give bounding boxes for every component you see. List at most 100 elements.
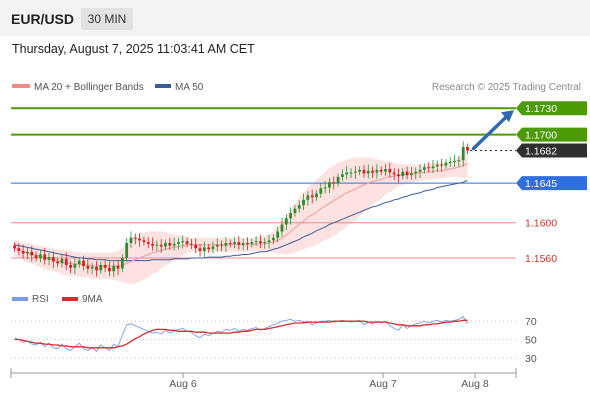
candle-body	[401, 171, 405, 177]
candle-body	[120, 257, 124, 269]
price-plot: 1.1730 1.1700 1.1682 1.1645 1.1600 1.1560	[11, 101, 587, 285]
candle-body	[444, 162, 448, 166]
candle-body	[250, 242, 254, 244]
candle-body	[328, 182, 331, 188]
candle-body	[345, 172, 349, 175]
datetime: Thursday, August 7, 2025 11:03:41 AM CET	[12, 42, 255, 56]
candle-body	[211, 246, 215, 250]
candle-body	[362, 169, 366, 174]
ma20-legend-label: MA 20 + Bollinger Bands	[34, 82, 144, 93]
candle-body	[151, 243, 154, 246]
candle-body	[13, 245, 16, 249]
candle-body	[418, 169, 422, 172]
candle-body	[103, 265, 107, 268]
candle-body	[185, 241, 189, 244]
candle-body	[112, 265, 116, 272]
level-label-1-1730: 1.1730	[525, 103, 557, 115]
level-tag-1-1730	[516, 101, 587, 116]
candle-body	[414, 171, 418, 174]
candle-body	[271, 237, 275, 241]
candle-body	[207, 247, 211, 250]
symbol-title: EUR/USD	[11, 11, 74, 27]
candle-body	[267, 240, 271, 243]
candle-body	[254, 241, 258, 243]
level-tag-1-1700	[516, 127, 587, 142]
ma50-line	[14, 180, 468, 262]
candle-body	[284, 218, 288, 225]
candle-body	[422, 167, 426, 170]
level-label-1-1560: 1.1560	[525, 253, 557, 265]
candle-body	[280, 224, 284, 232]
candle-body	[332, 182, 336, 184]
candle-body	[73, 264, 77, 268]
candle-body	[228, 243, 232, 244]
candle-body	[198, 248, 202, 251]
candle-body	[375, 169, 379, 173]
candle-body	[241, 243, 245, 245]
timeframe-label: 30 MIN	[88, 12, 127, 26]
candle-body	[457, 160, 461, 162]
candle-body	[116, 265, 120, 269]
candle-body	[138, 238, 142, 241]
candle-body	[38, 254, 42, 258]
candle-body	[302, 199, 305, 206]
candle-body	[435, 164, 439, 167]
candle-body	[215, 244, 219, 247]
candle-body	[99, 265, 103, 271]
candle-body	[319, 188, 323, 194]
candle-body	[202, 247, 206, 251]
candle-body	[164, 243, 167, 247]
level-label-1-1682: 1.1682	[525, 146, 557, 158]
candle-body	[246, 243, 249, 244]
candle-body	[289, 213, 293, 219]
candle-body	[310, 195, 314, 198]
candle-body	[315, 193, 318, 198]
candle-body	[220, 244, 223, 246]
candle-body	[17, 248, 21, 251]
candle-body	[371, 170, 374, 173]
candle-body	[56, 261, 60, 264]
candle-body	[21, 250, 25, 254]
ma9-legend-swatch	[62, 297, 78, 301]
rsi-tick-label-70: 70	[525, 316, 537, 328]
candle-body	[69, 265, 72, 268]
rsi-legend-swatch	[12, 297, 28, 301]
candle-body	[86, 265, 90, 269]
candle-body	[306, 195, 310, 200]
candle-body	[336, 176, 340, 184]
time-tick-label: Aug 6	[169, 378, 197, 390]
candle-body	[60, 258, 64, 264]
candle-body	[146, 242, 150, 244]
candle-body	[453, 161, 456, 163]
candle-body	[349, 172, 353, 174]
time-tick-label: Aug 8	[461, 378, 489, 390]
candle-body	[26, 251, 29, 254]
rsi-tick-label-50: 50	[525, 335, 537, 347]
candle-body	[379, 169, 383, 172]
ma20-legend-swatch	[12, 84, 30, 88]
candle-body	[125, 243, 129, 258]
candle-body	[224, 243, 228, 246]
candle-body	[181, 241, 185, 243]
ma50-legend-label: MA 50	[175, 82, 204, 93]
candle-body	[90, 266, 94, 269]
candle-body	[440, 164, 444, 166]
candle-body	[358, 169, 362, 172]
level-tag-1-1682	[516, 143, 587, 158]
candle-body	[410, 173, 413, 176]
candle-body	[51, 257, 55, 262]
candle-body	[233, 242, 236, 244]
candle-body	[237, 242, 241, 245]
candle-body	[95, 266, 98, 271]
candle-body	[194, 244, 198, 249]
ma9-legend-label: 9MA	[82, 294, 103, 305]
candle-body	[323, 187, 327, 189]
level-tag-1-1645	[516, 176, 587, 191]
candle-body	[353, 171, 357, 173]
timeframe-badge[interactable]	[81, 8, 133, 30]
level-label-1-1600: 1.1600	[525, 218, 557, 230]
rsi-plot: 70 50 30	[11, 315, 537, 365]
candle-body	[177, 242, 180, 244]
rsi-ma9-line	[14, 319, 468, 349]
